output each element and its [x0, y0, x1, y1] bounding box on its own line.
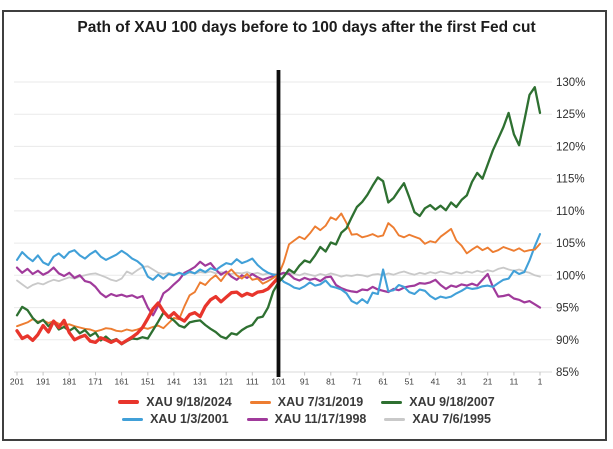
y-tick-label: 95% [556, 303, 579, 315]
x-tick-label: 161 [115, 377, 129, 387]
x-tick-label: 121 [219, 377, 233, 387]
legend-label: XAU 7/31/2019 [277, 395, 364, 409]
y-tick-label: 125% [556, 109, 585, 121]
y-tick-label: 115% [556, 174, 585, 186]
legend-swatch [384, 417, 406, 421]
x-tick-label: 111 [246, 377, 259, 387]
legend-item-xau-7-6-1995: XAU 7/6/1995 [384, 412, 491, 426]
y-tick-label: 110% [556, 206, 585, 218]
x-tick-label: 191 [36, 377, 50, 387]
y-axis: 130% 125% 120% 115% 110% 105% 100% 95% 90% 85% [556, 77, 585, 379]
legend-label: XAU 7/6/1995 [412, 412, 491, 426]
series-line-xau-9-18-2024 [15, 275, 281, 346]
x-tick-label: 141 [167, 377, 181, 387]
x-tick-label: 131 [193, 377, 207, 387]
y-tick-label: 130% [556, 77, 585, 89]
legend-item-xau-1-3-2001: XAU 1/3/2001 [122, 412, 229, 426]
x-tick-label: 31 [457, 377, 467, 387]
chart-title: Path of XAU 100 days before to 100 days … [77, 19, 536, 36]
legend-row-2: XAU 1/3/2001 XAU 11/17/1998 XAU 7/6/1995 [122, 412, 491, 426]
x-tick-label: 11 [509, 377, 518, 387]
y-tick-label: 120% [556, 141, 585, 153]
x-tick-label: 71 [352, 377, 362, 387]
x-tick-label: 181 [62, 377, 76, 387]
gridlines [14, 81, 552, 373]
y-tick-label: 85% [556, 367, 579, 379]
x-tick-label: 101 [271, 377, 285, 387]
legend-label: XAU 9/18/2007 [409, 395, 495, 409]
legend-item-xau-11-17-1998: XAU 11/17/1998 [246, 412, 367, 426]
legend-swatch [118, 400, 140, 404]
legend-label: XAU 9/18/2024 [146, 395, 232, 409]
chart-legend: XAU 9/18/2024 XAU 7/31/2019 XAU 9/18/2007 … [0, 395, 613, 426]
x-tick-label: 41 [431, 377, 441, 387]
x-tick-label: 1 [538, 377, 543, 387]
y-tick-label: 100% [556, 270, 585, 282]
x-tick-label: 51 [405, 377, 415, 387]
legend-swatch [381, 400, 403, 404]
legend-item-xau-7-31-2019: XAU 7/31/2019 [249, 395, 364, 409]
x-tick-label: 21 [483, 377, 493, 387]
legend-swatch [249, 400, 271, 404]
x-tick-label: 61 [378, 377, 388, 387]
y-tick-label: 90% [556, 335, 579, 347]
legend-label: XAU 11/17/1998 [274, 412, 367, 426]
legend-item-xau-9-18-2007: XAU 9/18/2007 [381, 395, 495, 409]
legend-row-1: XAU 9/18/2024 XAU 7/31/2019 XAU 9/18/2007 [118, 395, 495, 409]
x-tick-label: 91 [300, 377, 310, 387]
x-tick-label: 151 [141, 377, 155, 387]
legend-label: XAU 1/3/2001 [150, 412, 229, 426]
x-axis: 201 191 181 171 161 151 141 131 121 111 101 91 81 71 6… [10, 372, 543, 387]
legend-swatch [246, 417, 268, 421]
x-tick-label: 201 [10, 377, 24, 387]
x-tick-label: 81 [326, 377, 336, 387]
y-tick-label: 105% [556, 238, 585, 250]
legend-item-xau-9-18-2024: XAU 9/18/2024 [118, 395, 232, 409]
x-tick-label: 171 [88, 377, 102, 387]
legend-swatch [122, 417, 144, 421]
